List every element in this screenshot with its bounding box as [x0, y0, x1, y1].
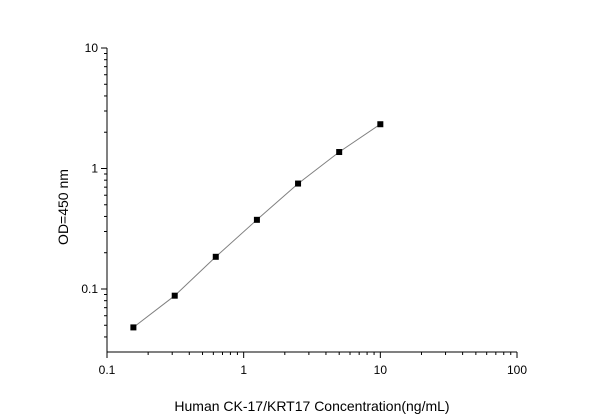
data-point	[377, 121, 384, 128]
series-line	[133, 123, 381, 328]
y-axis-title: OD=450 nm	[55, 169, 71, 245]
data-point	[295, 180, 302, 187]
data-point	[336, 149, 343, 156]
y-tick-label: 1	[91, 161, 98, 175]
y-tick-label: 10	[85, 41, 99, 55]
data-point	[130, 324, 137, 331]
x-tick-label: 1	[240, 363, 247, 377]
x-tick-label: 10	[374, 363, 388, 377]
data-point	[171, 292, 178, 299]
x-axis-title: Human CK-17/KRT17 Concentration(ng/mL)	[174, 398, 449, 414]
x-tick-label: 100	[507, 363, 527, 377]
data-point	[253, 216, 260, 223]
x-tick-label: 0.1	[99, 363, 116, 377]
data-point	[212, 253, 219, 260]
y-tick-label: 0.1	[81, 282, 98, 296]
plot-area: 0.1 1 10 100 0.1 1 10	[81, 41, 527, 377]
